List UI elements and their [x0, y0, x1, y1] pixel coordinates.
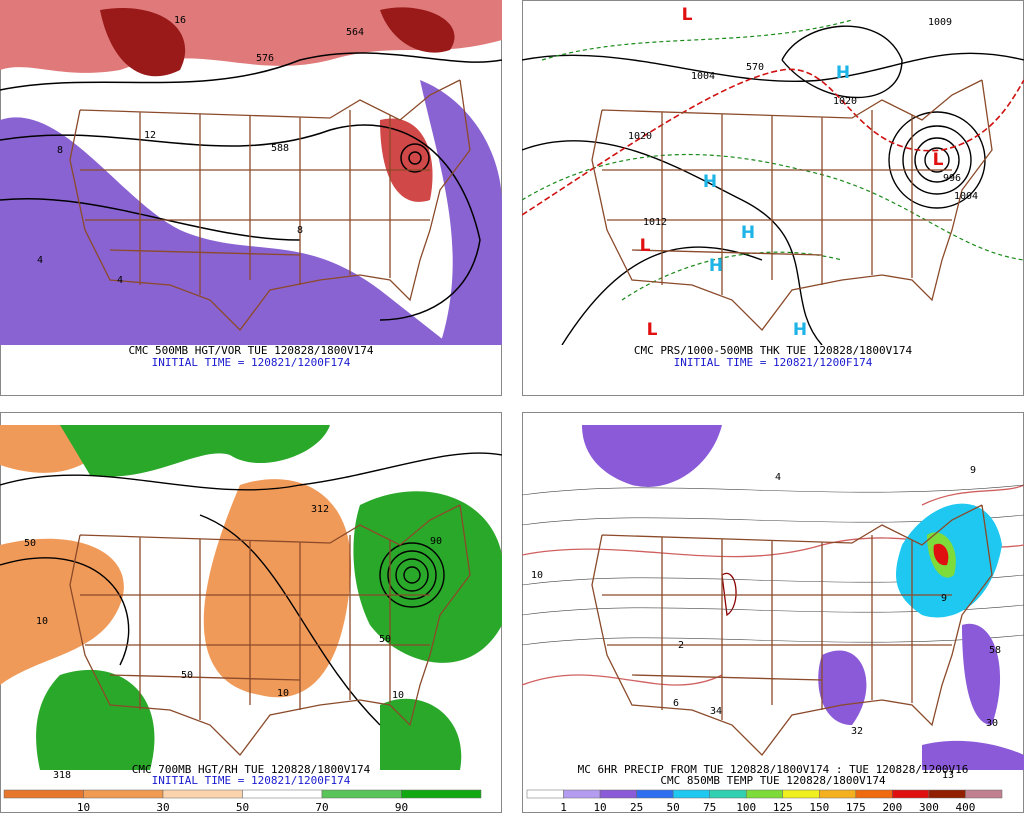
map-label: L — [647, 320, 658, 340]
colorbar-swatch — [672, 789, 710, 799]
map-label: H — [709, 256, 723, 276]
map-label: 58 — [989, 645, 1001, 656]
colorbar-label: 100 — [736, 801, 756, 813]
map-label: 570 — [746, 62, 764, 73]
map-label: 10 — [392, 690, 404, 701]
colorbar-label: 30 — [156, 801, 169, 813]
map-label: L — [682, 5, 693, 25]
map-label: 10 — [277, 688, 289, 699]
panel-precip: MC 6HR PRECIP FROM TUE 120828/1800V174 :… — [522, 412, 1024, 813]
colorbar-swatch — [401, 789, 482, 799]
colorbar-label: 50 — [236, 801, 249, 813]
colorbar-swatch — [892, 789, 930, 799]
map-label: 10 — [531, 570, 543, 581]
colorbar-label: 200 — [882, 801, 902, 813]
colorbar-label: 50 — [667, 801, 680, 813]
map-label: 1004 — [954, 191, 978, 202]
map-label: 34 — [710, 706, 722, 717]
map-label: 9 — [970, 465, 976, 476]
map-label: 588 — [271, 143, 289, 154]
colorbar-label: 150 — [809, 801, 829, 813]
map-label: H — [703, 172, 717, 192]
colorbar-swatch — [242, 789, 323, 799]
colorbar-swatch — [83, 789, 164, 799]
colorbar-swatch — [782, 789, 820, 799]
map-label: 50 — [379, 634, 391, 645]
colorbar-label: 90 — [395, 801, 408, 813]
colorbar-swatch — [599, 789, 637, 799]
map-label: 4 — [117, 275, 123, 286]
map-label: 1009 — [928, 17, 952, 28]
map-label: 1020 — [833, 96, 857, 107]
map-label: 4 — [37, 255, 43, 266]
map-label: H — [836, 63, 850, 83]
map-label: 8 — [57, 145, 63, 156]
map-label: 1012 — [643, 217, 667, 228]
colorbar-swatch — [526, 789, 564, 799]
map-label: 10 — [36, 616, 48, 627]
map-label: 12 — [144, 130, 156, 141]
colorbar-label: 125 — [773, 801, 793, 813]
map-label: 4 — [775, 472, 781, 483]
colorbar-swatch — [636, 789, 674, 799]
caption: CMC 500MB HGT/VOR TUE 120828/1800V174 — [128, 344, 373, 357]
colorbars: 10 30 50 70 90 1 10 25 50 75 100 125 150 175 200 300 400 — [3, 789, 1003, 814]
colorbar-label: 10 — [77, 801, 90, 813]
map-label: 1004 — [691, 71, 715, 82]
colorbar-swatch — [162, 789, 243, 799]
colorbar-swatch — [709, 789, 747, 799]
map-label: 576 — [256, 53, 274, 64]
panel-pressure: CMC PRS/1000-500MB THK TUE 120828/1800V1… — [522, 0, 1024, 396]
map-label: L — [640, 236, 651, 256]
map-label: 1020 — [628, 131, 652, 142]
caption-line2: CMC 850MB TEMP TUE 120828/1800V174 — [660, 774, 886, 787]
map-label: 996 — [943, 173, 961, 184]
colorbar-label: 75 — [703, 801, 716, 813]
map-label: 6 — [673, 698, 679, 709]
map-label: H — [741, 223, 755, 243]
map-label: 13 — [942, 770, 954, 781]
map-label: 30 — [986, 718, 998, 729]
colorbar-swatch — [745, 789, 784, 799]
map-label: 50 — [181, 670, 193, 681]
caption-line2: INITIAL TIME = 120821/1200F174 — [674, 356, 873, 369]
caption: MC 6HR PRECIP FROM TUE 120828/1800V174 :… — [578, 763, 969, 776]
colorbar-label: 10 — [593, 801, 606, 813]
colorbar-swatch — [855, 789, 893, 799]
map-label: 312 — [311, 504, 329, 515]
colorbar-swatch — [563, 789, 601, 799]
colorbar-label: 70 — [315, 801, 328, 813]
map-label: 16 — [174, 15, 186, 26]
colorbar-label: 1 — [560, 801, 567, 813]
map-label: 8 — [297, 225, 303, 236]
map-label: 2 — [678, 640, 684, 651]
colorbar-swatch — [3, 789, 84, 799]
caption: CMC 700MB HGT/RH TUE 120828/1800V174 — [132, 763, 371, 776]
map-label: L — [933, 150, 944, 170]
caption-line2: INITIAL TIME = 120821/1200F174 — [152, 356, 351, 369]
caption-line2: INITIAL TIME = 120821/1200F174 — [152, 774, 351, 787]
panel-700mb: CMC 700MB HGT/RH TUE 120828/1800V174INIT… — [0, 412, 502, 813]
caption: CMC PRS/1000-500MB THK TUE 120828/1800V1… — [634, 344, 913, 357]
colorbar-label: 300 — [919, 801, 939, 813]
colorbar-swatch — [965, 789, 1003, 799]
colorbar-label: 400 — [956, 801, 976, 813]
panel-500mb: CMC 500MB HGT/VOR TUE 120828/1800V174INI… — [0, 0, 502, 396]
map-label: 564 — [346, 27, 364, 38]
map-label: 90 — [430, 536, 442, 547]
colorbar-swatch — [321, 789, 402, 799]
map-label: 32 — [851, 726, 863, 737]
map-label: H — [793, 320, 807, 340]
map-label: 9 — [941, 593, 947, 604]
colorbar-swatch — [819, 789, 857, 799]
colorbar-label: 175 — [846, 801, 866, 813]
map-label: 50 — [24, 538, 36, 549]
map-label: 318 — [53, 770, 71, 781]
colorbar-swatch — [928, 789, 966, 799]
colorbar-label: 25 — [630, 801, 643, 813]
